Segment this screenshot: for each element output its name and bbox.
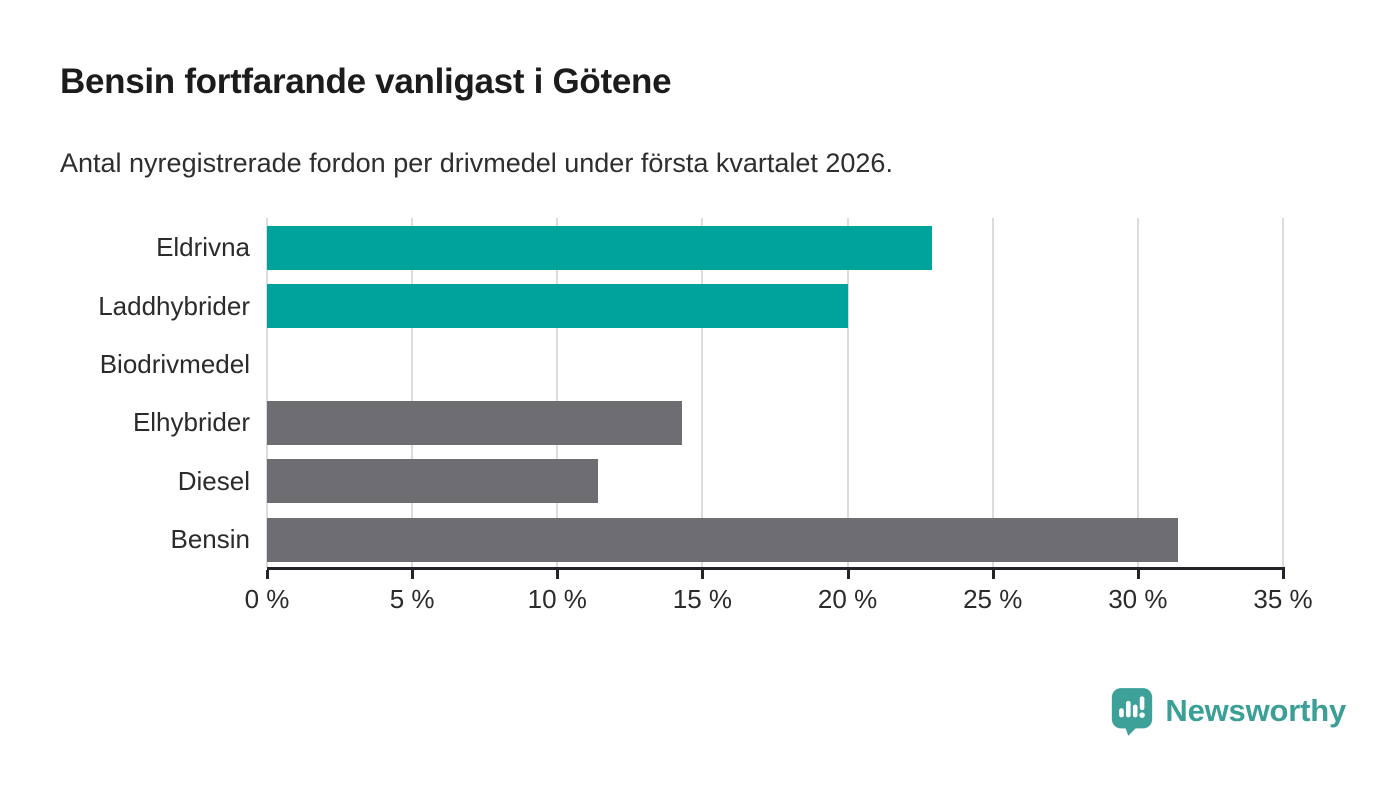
y-axis-label: Elhybrider: [132, 407, 250, 438]
gridline: [266, 218, 268, 568]
chart-subtitle: Antal nyregistrerade fordon per drivmede…: [60, 148, 893, 178]
x-axis-tick: [991, 570, 995, 579]
y-axis-labels: Eldrivna Laddhybrider Biodrivmedel Elhybrid…: [0, 218, 250, 568]
gridline: [846, 218, 849, 568]
x-axis-tick-label: 35 %: [1253, 584, 1313, 614]
x-axis-tick: [846, 570, 850, 579]
gridline: [991, 218, 994, 568]
x-axis-tick: [556, 570, 560, 579]
bar-laddhybrider: [267, 284, 848, 329]
logo-text: Newsworthy: [1165, 693, 1346, 728]
y-axis-label: Eldrivna: [156, 232, 250, 263]
bar-bensin: [267, 517, 1179, 562]
newsworthy-logo: Newsworthy: [1110, 686, 1346, 736]
x-axis-tick-label: 5 %: [389, 584, 435, 614]
chart-title: Bensin fortfarande vanligast i Götene: [60, 62, 672, 101]
gridline: [411, 218, 414, 568]
y-axis-label: Bensin: [170, 523, 251, 554]
gridline: [556, 218, 559, 568]
x-axis-tick-label: 15 %: [672, 584, 733, 614]
y-axis-label: Diesel: [177, 465, 250, 496]
x-axis-tick: [1136, 570, 1140, 579]
x-axis-tick-label: 0 %: [244, 584, 290, 614]
x-axis-tick: [266, 570, 269, 579]
x-axis-tick: [411, 570, 415, 579]
x-axis-line: [267, 567, 1285, 570]
x-axis-tick-label: 30 %: [1108, 584, 1168, 614]
gridline: [701, 218, 704, 568]
x-axis-tick-label: 10 %: [527, 584, 587, 614]
gridline: [1282, 218, 1284, 568]
x-axis-tick-label: 25 %: [963, 584, 1023, 614]
bar-eldrivna: [267, 226, 932, 270]
x-axis-tick: [701, 570, 705, 579]
bar-chart-speech-bubble-icon: [1110, 686, 1154, 736]
x-axis-tick: [1282, 570, 1285, 579]
gridline: [1136, 218, 1139, 568]
y-axis-label: Laddhybrider: [98, 290, 250, 321]
bar-elhybrider: [267, 401, 683, 445]
plot-area: [266, 218, 1284, 568]
y-axis-label: Biodrivmedel: [99, 348, 250, 379]
x-axis-tick-label: 20 %: [817, 584, 878, 614]
bar-diesel: [267, 459, 598, 504]
